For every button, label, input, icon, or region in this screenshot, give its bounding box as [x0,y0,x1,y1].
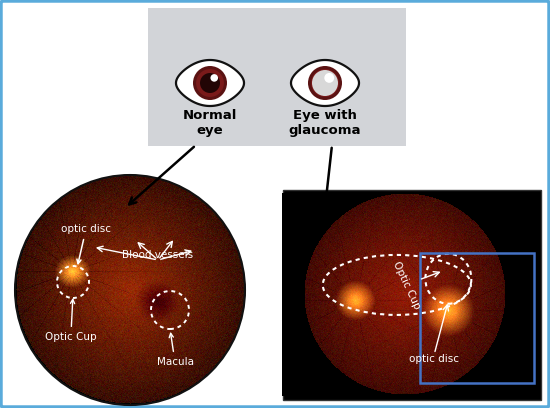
Circle shape [196,69,224,97]
Circle shape [211,74,218,82]
Bar [283,190,541,400]
Text: Normal
eye: Normal eye [183,109,237,137]
Bar [148,8,406,146]
Polygon shape [176,60,244,106]
Circle shape [324,73,334,83]
Text: Macula: Macula [157,333,194,367]
Text: Eye with
glaucoma: Eye with glaucoma [289,109,361,137]
Text: optic disc: optic disc [61,224,111,264]
Text: Blood vessels: Blood vessels [123,250,194,260]
Polygon shape [291,60,359,106]
Text: optic disc: optic disc [409,354,459,364]
Circle shape [193,66,227,100]
Text: Optic Cup: Optic Cup [392,259,422,310]
Circle shape [200,73,220,93]
Circle shape [311,69,339,97]
Circle shape [312,70,338,96]
Circle shape [308,66,342,100]
Text: Optic Cup: Optic Cup [45,299,97,342]
Bar [420,253,534,383]
